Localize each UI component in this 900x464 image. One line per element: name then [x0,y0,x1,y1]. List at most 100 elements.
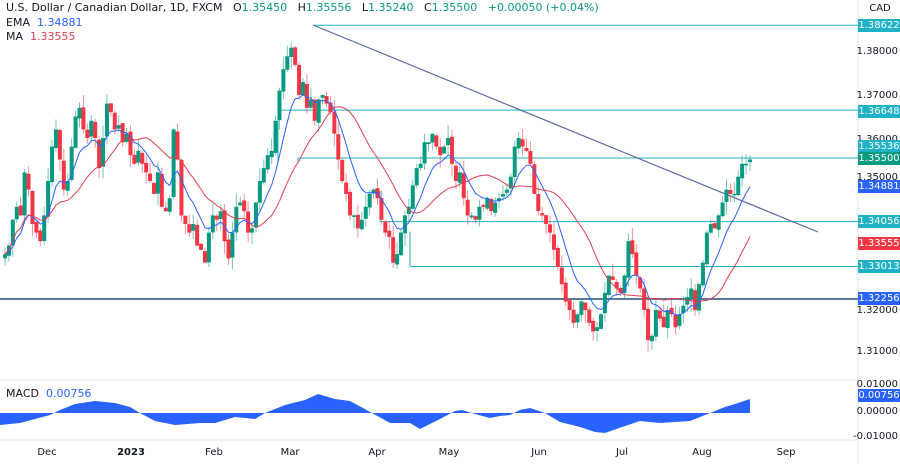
candle [14,206,19,220]
candle [748,159,752,163]
price-tag: 1.32256 [858,292,900,305]
candle [285,56,290,70]
candle [355,214,360,229]
price-tag: 1.34056 [858,215,900,228]
candle [399,232,404,256]
candle [328,102,333,113]
candle [265,155,270,170]
currency-label[interactable]: CAD [869,3,891,14]
candle [583,302,588,310]
ma-line [4,106,751,303]
candle [493,202,498,213]
time-tick: 2023 [117,447,145,458]
candle [438,146,443,156]
candle [238,202,243,206]
price-tag: 1.33555 [858,237,900,250]
candle [73,116,78,148]
candle [46,181,51,217]
candle [614,281,619,289]
candle [163,207,168,212]
candle [430,133,435,143]
price-tag: 1.35536 [858,140,900,153]
candle [689,288,694,300]
high-value: 1.35556 [305,1,352,14]
candle [446,138,451,146]
candle [367,193,372,208]
ema-legend[interactable]: EMA 1.34881 [6,16,83,29]
candle [395,254,400,265]
price-tick: 1.31000 [856,346,898,357]
candle [489,198,494,212]
time-tick: Jul [615,447,629,458]
candle [575,314,580,323]
candle [250,228,255,233]
candle [622,275,627,293]
low-value: 1.35240 [368,1,414,14]
candle [532,164,537,194]
symbol-title: U.S. Dollar / Canadian Dollar, 1D, FXCM [6,1,223,14]
macd-legend[interactable]: MACD 0.00756 [6,387,92,400]
candle [736,176,741,195]
candle [132,154,137,164]
ma-value: 1.33555 [30,30,76,43]
candle [50,146,55,183]
candle [469,215,474,218]
candle [512,146,517,177]
candle [497,198,502,202]
candle [140,152,145,164]
candle [724,189,729,203]
candle [253,202,258,228]
candle [481,204,486,207]
price-tick: 1.36000 [857,134,898,145]
candle [693,290,698,310]
macd-tag: 0.00756 [858,389,900,402]
candle [242,200,247,212]
candle [665,310,670,328]
candle [579,301,584,315]
candle [383,221,388,233]
candle [508,176,513,189]
candle [332,111,337,134]
candle [669,307,674,315]
candle [461,173,466,199]
candle [520,139,525,147]
candle [183,215,188,224]
candle [171,129,176,197]
time-tick: Mar [280,447,300,458]
candle [681,305,686,313]
candle [591,320,596,332]
candle [128,131,133,156]
macd-tick: -0.01000 [853,431,898,442]
candle [152,182,156,194]
candle [587,309,592,323]
ema-value: 1.34881 [36,16,83,29]
price-tick: 1.32000 [856,305,898,316]
candle [410,185,415,209]
price-tick: 1.35000 [856,172,898,183]
candle [450,136,454,164]
candle [728,190,733,194]
candle [712,223,717,229]
price-tick: 1.37000 [856,90,898,101]
candle [10,219,15,246]
candle [97,139,102,169]
candle [485,198,490,209]
candle [101,138,106,167]
candle [22,172,27,216]
candle [500,193,505,197]
time-tick: Jun [531,447,547,458]
candle [199,243,204,250]
candle [642,288,647,310]
candle [540,213,545,216]
price-tag: 1.34881 [858,180,900,193]
candle [167,198,172,212]
candle [155,172,160,194]
candle [457,172,462,183]
candle [406,206,411,215]
ma-legend[interactable]: MA 1.33555 [6,30,76,43]
candle [179,159,184,216]
candle [3,254,7,259]
candle [230,232,235,258]
time-tick: Aug [692,447,712,458]
